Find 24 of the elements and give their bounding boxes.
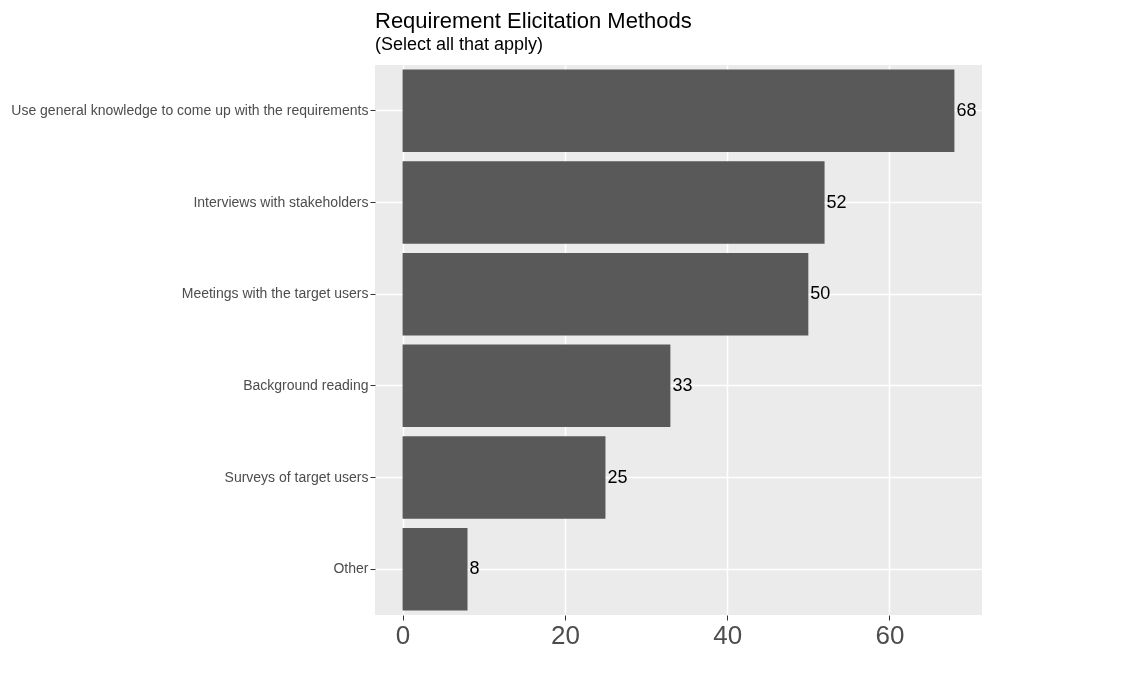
bar <box>402 436 606 519</box>
bar <box>402 252 809 336</box>
x-tick-label: 60 <box>875 619 905 650</box>
data-label: 8 <box>469 558 480 579</box>
x-tick-label: 40 <box>713 619 743 650</box>
chart-title: Requirement Elicitation Methods <box>375 8 692 33</box>
bar <box>402 69 955 153</box>
bar <box>402 161 825 244</box>
y-tick-label: Meetings with the target users <box>181 285 369 302</box>
chart-subtitle: (Select all that apply) <box>375 34 544 54</box>
x-tick-label: 20 <box>550 619 580 650</box>
bar <box>402 527 468 611</box>
data-label: 68 <box>956 99 977 120</box>
data-label: 52 <box>826 191 847 212</box>
data-label: 25 <box>607 466 628 487</box>
y-tick-label: Background reading <box>243 376 369 393</box>
y-tick-label: Interviews with stakeholders <box>193 193 369 210</box>
y-tick-label: Surveys of target users <box>224 468 369 485</box>
data-label: 50 <box>810 283 831 304</box>
y-tick-label: Use general knowledge to come up with the requirements <box>11 101 369 118</box>
x-tick-label: 0 <box>395 619 411 650</box>
y-tick-label: Other <box>333 560 369 577</box>
data-label: 33 <box>672 374 693 395</box>
bar <box>402 344 671 428</box>
